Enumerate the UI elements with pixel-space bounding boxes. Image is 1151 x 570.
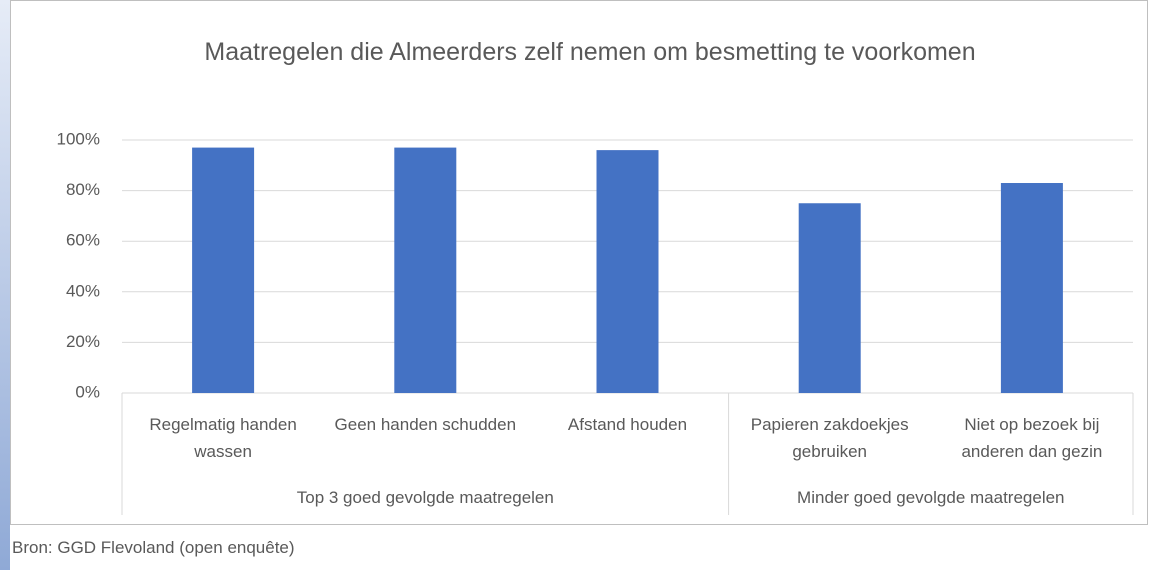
y-tick-label: 20% [66, 332, 100, 351]
x-tick-label: Geen handen schudden [334, 415, 517, 434]
source-note: Bron: GGD Flevoland (open enquête) [12, 538, 295, 557]
x-tick-label: Papieren zakdoekjes gebruiken [750, 415, 909, 461]
x-tick-label: Regelmatig handen wassen [149, 415, 297, 461]
chart-title: Maatregelen die Almeerders zelf nemen om… [204, 38, 976, 66]
y-tick-label: 60% [66, 231, 100, 250]
y-tick-label: 80% [66, 180, 100, 199]
y-tick-label: 40% [66, 281, 100, 300]
bar [1000, 183, 1063, 393]
y-tick-label: 100% [57, 129, 100, 148]
bar [798, 203, 861, 393]
bar [192, 147, 255, 393]
bar [394, 147, 457, 393]
group-label: Minder goed gevolgde maatregelen [797, 488, 1065, 507]
x-tick-label: Afstand houden [567, 415, 688, 434]
group-label: Top 3 goed gevolgde maatregelen [296, 488, 554, 507]
bar [596, 150, 659, 393]
y-tick-label: 0% [75, 382, 100, 401]
x-tick-label: Niet op bezoek bij anderen dan gezin [961, 415, 1103, 461]
side-strip [0, 0, 10, 570]
